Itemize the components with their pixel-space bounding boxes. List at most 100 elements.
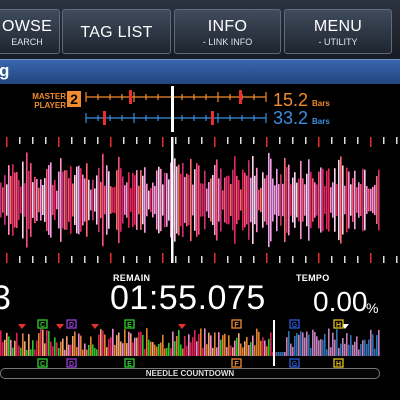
waveform-bar [236,175,238,225]
hot-cue-f[interactable]: F [231,358,242,368]
beat-tick-bottom [84,256,86,263]
beat-tick-bottom [331,256,333,263]
waveform-bar [346,167,348,233]
beat-tick-top [331,137,333,144]
overview-bar [304,337,306,356]
hot-cue-f[interactable]: F [231,319,242,329]
tag-list-button[interactable]: TAG LIST [62,9,171,54]
menu-button-label: MENU [313,18,363,35]
waveform-bar [178,164,180,236]
beat-tick-bottom [344,256,346,263]
beat-tick-top [149,137,151,144]
overview-bar [90,336,92,356]
waveform-bar [344,185,346,215]
overview-bar [194,330,196,356]
beat-tick-top [19,137,21,144]
overview-bar [44,343,46,356]
hot-cue-d[interactable]: D [66,358,77,368]
overview-bar [74,331,76,356]
waveform-bar [192,184,194,216]
needle-countdown-bar[interactable]: NEEDLE COUNTDOWN [0,368,380,379]
waveform-bar [302,178,304,222]
waveform-bar [226,175,228,225]
beat-tick-top [227,137,229,144]
hot-cue-d[interactable]: D [66,319,77,329]
menu-button[interactable]: MENU - UTILITY [284,9,392,54]
track-number-partial: 3 [0,279,11,317]
beat-tick-bottom [292,256,294,263]
waveform-bar [376,176,378,224]
waveform-bar [372,186,374,214]
hot-cue-h[interactable]: H [333,319,344,329]
svg-text:C: C [40,322,45,329]
waveform-bar [6,184,8,216]
overview-bar [308,334,310,356]
waveform-bar [136,170,138,230]
zoomed-waveform[interactable] [0,137,400,263]
beat-tick-bottom [188,256,190,263]
overview-bar [324,333,326,356]
hot-cue-e[interactable]: E [124,319,135,329]
waveform-bar [164,172,166,228]
overview-bar [184,335,186,356]
waveform-bar [222,190,224,210]
waveform-bar [140,170,142,230]
overview-bar [140,331,142,356]
waveform-bar [294,172,296,228]
overview-bar [84,343,86,356]
waveform-bar [216,159,218,241]
overview-bar [188,334,190,356]
overview-bar [276,352,278,356]
beat-tick-top [266,137,268,147]
overview-bar [158,343,160,356]
waveform-bar [112,187,114,213]
waveform-bar [84,178,86,222]
info-button[interactable]: INFO - LINK INFO [174,9,281,54]
overview-bar [296,333,298,356]
hot-cue-g[interactable]: G [289,358,300,368]
overview-bar [186,345,188,356]
waveform-bar [340,156,342,244]
overview-bar [72,336,74,356]
overview-bar [110,337,112,356]
overview-bar [4,339,6,356]
hot-cue-h[interactable]: H [333,358,344,368]
waveform-bar [100,181,102,219]
overview-bar [196,341,198,356]
overview-bar [190,342,192,356]
beat-tick-top [357,137,359,144]
waveform-bar [118,156,120,244]
waveform-bar [162,184,164,216]
waveform-bar [218,178,220,222]
overview-bar [248,344,250,356]
info-button-sublabel: - LINK INFO [202,37,253,47]
beat-tick-top [6,137,8,147]
beat-tick-bottom [383,256,385,263]
hot-cue-c[interactable]: C [37,319,48,329]
tempo-label: TEMPO [296,273,330,283]
overview-bar [162,334,164,356]
waveform-bar [282,183,284,217]
overview-bar [232,347,234,356]
hot-cue-c[interactable]: C [37,358,48,368]
waveform-bar [138,185,140,215]
overview-bar [130,333,132,356]
beat-tick-bottom [32,256,34,263]
overview-bar [240,343,242,356]
waveform-bar [154,185,156,215]
overview-bar [244,341,246,356]
overview-bar [82,349,84,356]
beat-tick-top [71,137,73,144]
overview-bar [70,344,72,356]
overview-bar [144,349,146,356]
browse-button[interactable]: OWSE EARCH [0,9,60,54]
waveform-bar [122,176,124,224]
hot-cue-g[interactable]: G [289,319,300,329]
overview-bar [262,337,264,356]
waveform-bar [230,183,232,217]
overview-bar [348,344,350,356]
hot-cue-e[interactable]: E [124,358,135,368]
waveform-bar [66,170,68,230]
overview-waveform[interactable]: C C D D E E F F G G H H [0,318,400,368]
overview-bar [200,328,202,356]
